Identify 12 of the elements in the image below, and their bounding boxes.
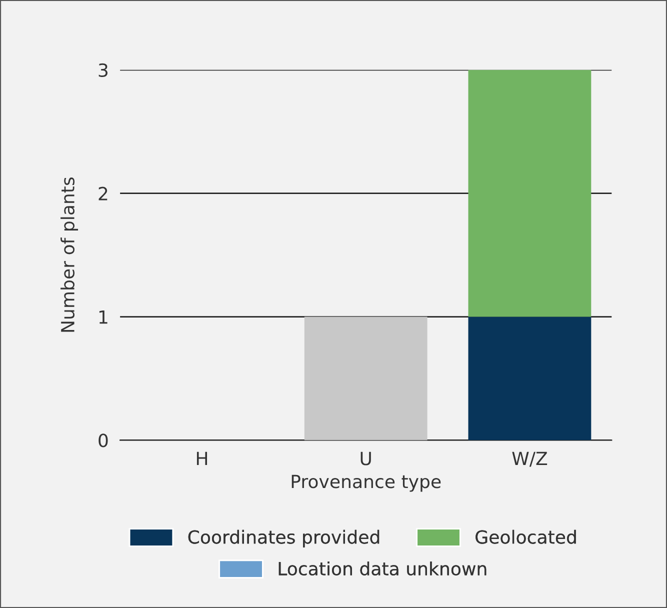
y-tick-label: 2 [98,186,108,200]
legend-label: Coordinates provided [188,530,380,548]
y-tick-label: 1 [99,310,108,324]
x-tick-label: U [360,452,371,466]
y-tick-label: 3 [98,63,108,78]
y-tick-label: 0 [98,434,108,448]
x-tick-label: H [196,452,208,466]
legend-label: Geolocated [476,530,576,544]
y-axis-title: Number of plants [60,177,78,332]
x-axis-title: Provenance type [292,474,441,492]
x-tick-label: W/Z [512,452,548,467]
legend-label: Location data unknown [278,562,486,576]
